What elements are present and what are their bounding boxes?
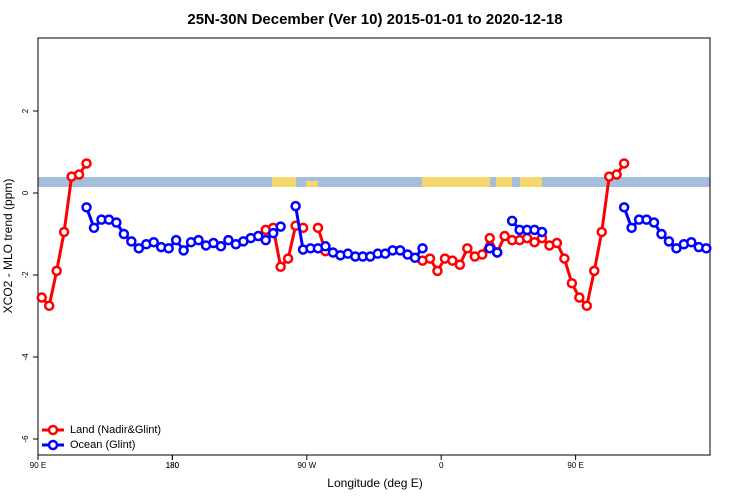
point <box>81 158 92 169</box>
point <box>43 300 55 311</box>
legend: Land (Nadir&Glint) Ocean (Glint) <box>42 424 161 451</box>
point <box>529 236 540 248</box>
point <box>223 234 234 246</box>
point <box>81 202 92 213</box>
land-mask-band <box>38 177 710 187</box>
y-tick-label: -2 <box>21 271 30 279</box>
y-axis-label: XCO2 - MLO trend (ppm) <box>1 179 15 314</box>
point <box>118 228 130 240</box>
point <box>260 234 271 246</box>
point <box>126 236 137 247</box>
point <box>574 292 585 303</box>
point <box>536 226 548 238</box>
point <box>618 158 630 169</box>
point <box>148 236 159 248</box>
point <box>394 245 406 256</box>
point <box>111 217 122 228</box>
point <box>656 228 667 240</box>
x-tick-label: 90 W <box>297 461 316 470</box>
point <box>290 200 301 212</box>
x-tick-label: 180 <box>166 461 180 470</box>
point <box>51 265 62 277</box>
point <box>566 277 578 289</box>
point <box>320 241 331 252</box>
point <box>215 241 227 252</box>
point <box>626 222 637 234</box>
point <box>589 265 600 277</box>
point <box>499 230 510 242</box>
point <box>432 265 443 277</box>
point <box>253 230 264 242</box>
legend-marker <box>47 439 59 451</box>
point <box>193 234 204 246</box>
point <box>275 221 286 232</box>
point <box>506 215 518 227</box>
point <box>581 300 593 311</box>
x-tick-label: 180 <box>166 461 180 470</box>
point <box>454 259 466 270</box>
point <box>282 253 294 264</box>
chart-title: 25N-30N December (Ver 10) 2015-01-01 to … <box>187 11 562 28</box>
point <box>409 252 421 264</box>
point <box>170 234 182 246</box>
y-tick-label: -6 <box>21 435 30 443</box>
point <box>133 243 145 254</box>
point <box>618 202 630 213</box>
x-axis-label: Longitude (deg E) <box>327 476 422 490</box>
y-tick-label: 2 <box>21 108 30 113</box>
point <box>163 243 174 254</box>
x-tick-label: 0 <box>439 461 444 470</box>
point <box>36 292 47 303</box>
point <box>73 169 85 180</box>
point <box>178 245 189 256</box>
point <box>686 236 697 248</box>
point <box>462 243 473 254</box>
x-tick-label: 90 E <box>567 461 583 470</box>
point <box>58 226 70 238</box>
point <box>491 247 503 258</box>
point <box>88 222 100 234</box>
point <box>424 253 436 264</box>
point <box>484 243 495 254</box>
legend-marker <box>47 424 59 436</box>
point <box>477 249 488 260</box>
point <box>312 222 324 234</box>
x-tick-label: 90 E <box>30 461 46 470</box>
point <box>484 232 495 244</box>
point <box>267 227 279 239</box>
point <box>417 243 428 254</box>
legend-label: Ocean (Glint) <box>70 439 135 451</box>
legend-label: Land (Nadir&Glint) <box>70 424 161 436</box>
point <box>559 253 570 264</box>
y-tick-label: -4 <box>21 353 30 361</box>
point <box>447 255 458 266</box>
point <box>648 217 660 228</box>
point <box>701 243 712 254</box>
point <box>551 237 563 249</box>
y-tick-label: 0 <box>21 190 30 195</box>
point <box>596 226 607 238</box>
point <box>663 236 675 247</box>
point <box>275 261 286 273</box>
point <box>611 169 622 180</box>
point <box>671 243 682 254</box>
